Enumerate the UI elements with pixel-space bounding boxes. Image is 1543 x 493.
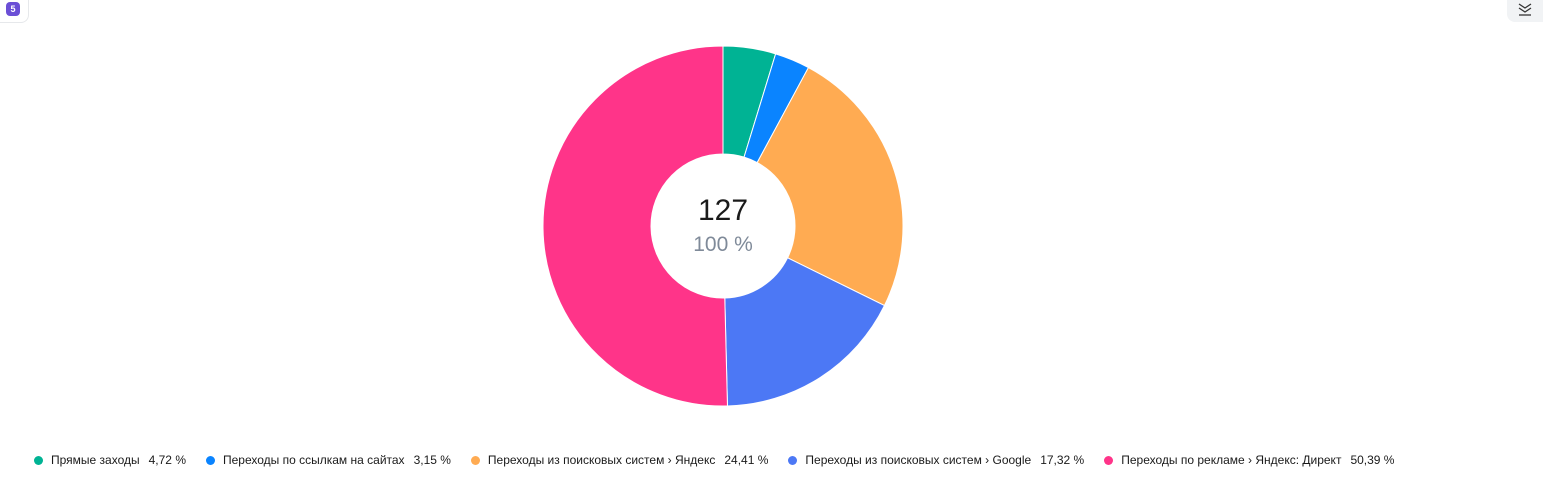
pie-slice[interactable] bbox=[542, 45, 728, 407]
legend-label: Переходы из поисковых систем › Яндекс bbox=[487, 453, 716, 467]
legend-item[interactable]: Переходы по рекламе › Яндекс: Директ 50,3… bbox=[1104, 453, 1394, 467]
legend-dot-icon bbox=[205, 455, 215, 465]
center-percent: 100 % bbox=[693, 233, 753, 256]
legend-value: 24,41 % bbox=[724, 453, 769, 467]
legend-label: Переходы по рекламе › Яндекс: Директ bbox=[1121, 453, 1342, 467]
legend: Прямые заходы 4,72 % Переходы по ссылкам н… bbox=[34, 452, 1414, 468]
pie-slice[interactable] bbox=[756, 66, 904, 307]
count-badge-number: 5 bbox=[6, 2, 20, 16]
legend-dot-icon bbox=[788, 455, 798, 465]
legend-value: 4,72 % bbox=[148, 453, 186, 467]
pie-slice[interactable] bbox=[724, 257, 886, 407]
legend-item[interactable]: Переходы из поисковых систем › Яндекс 24,… bbox=[470, 453, 769, 467]
legend-label: Переходы по ссылкам на сайтах bbox=[222, 453, 405, 467]
legend-item[interactable]: Переходы по ссылкам на сайтах 3,15 % bbox=[205, 453, 451, 467]
legend-dot-icon bbox=[1104, 455, 1114, 465]
collapse-icon bbox=[1518, 3, 1532, 16]
count-badge[interactable]: 5 bbox=[0, 0, 29, 23]
collapse-button[interactable] bbox=[1507, 0, 1543, 22]
legend-dot-icon bbox=[470, 455, 480, 465]
center-total: 127 bbox=[697, 194, 749, 227]
legend-value: 50,39 % bbox=[1350, 453, 1395, 467]
legend-label: Прямые заходы bbox=[51, 453, 140, 467]
legend-dot-icon bbox=[34, 455, 43, 465]
legend-value: 17,32 % bbox=[1040, 453, 1085, 467]
legend-label: Переходы из поисковых систем › Google bbox=[805, 453, 1032, 467]
legend-item[interactable]: Переходы из поисковых систем › Google 17,… bbox=[788, 453, 1084, 467]
legend-item[interactable]: Прямые заходы 4,72 % bbox=[34, 453, 186, 467]
legend-value: 3,15 % bbox=[413, 453, 451, 467]
